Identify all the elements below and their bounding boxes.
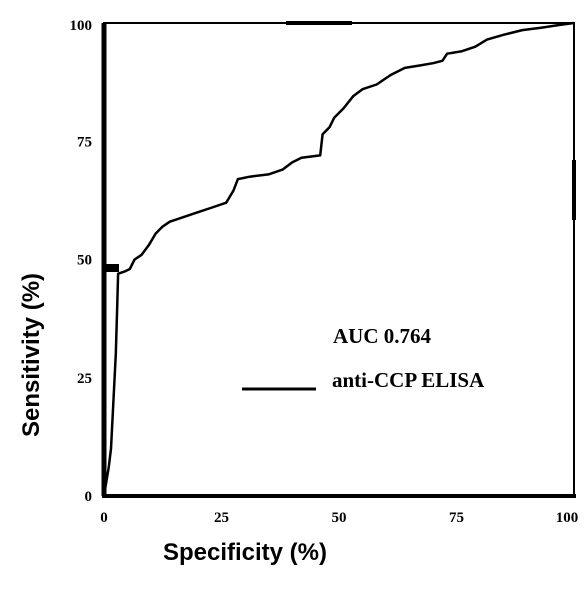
start-marker (104, 264, 119, 272)
y-tick-label: 50 (77, 253, 92, 269)
y-tick-label: 0 (85, 489, 93, 505)
y-tick-label: 75 (77, 134, 92, 150)
x-tick-label: 25 (214, 510, 229, 526)
x-tick-label: 100 (556, 510, 579, 526)
x-tick-label: 50 (332, 510, 347, 526)
x-axis-ticks: 0 25 50 75 100 (100, 510, 578, 526)
x-tick-label: 0 (100, 510, 108, 526)
roc-series-line (102, 21, 575, 497)
y-tick-label: 25 (77, 371, 92, 387)
x-tick-label: 75 (449, 510, 464, 526)
auc-annotation: AUC 0.764 (333, 324, 431, 348)
y-axis-ticks: 0 25 50 75 100 (70, 18, 93, 505)
plot-frame (103, 22, 575, 497)
y-tick-label: 100 (70, 18, 93, 34)
legend-label: anti-CCP ELISA (332, 368, 485, 392)
x-axis-title: Specificity (%) (163, 539, 327, 566)
y-axis-title: Sensitivity (%) (18, 273, 45, 437)
